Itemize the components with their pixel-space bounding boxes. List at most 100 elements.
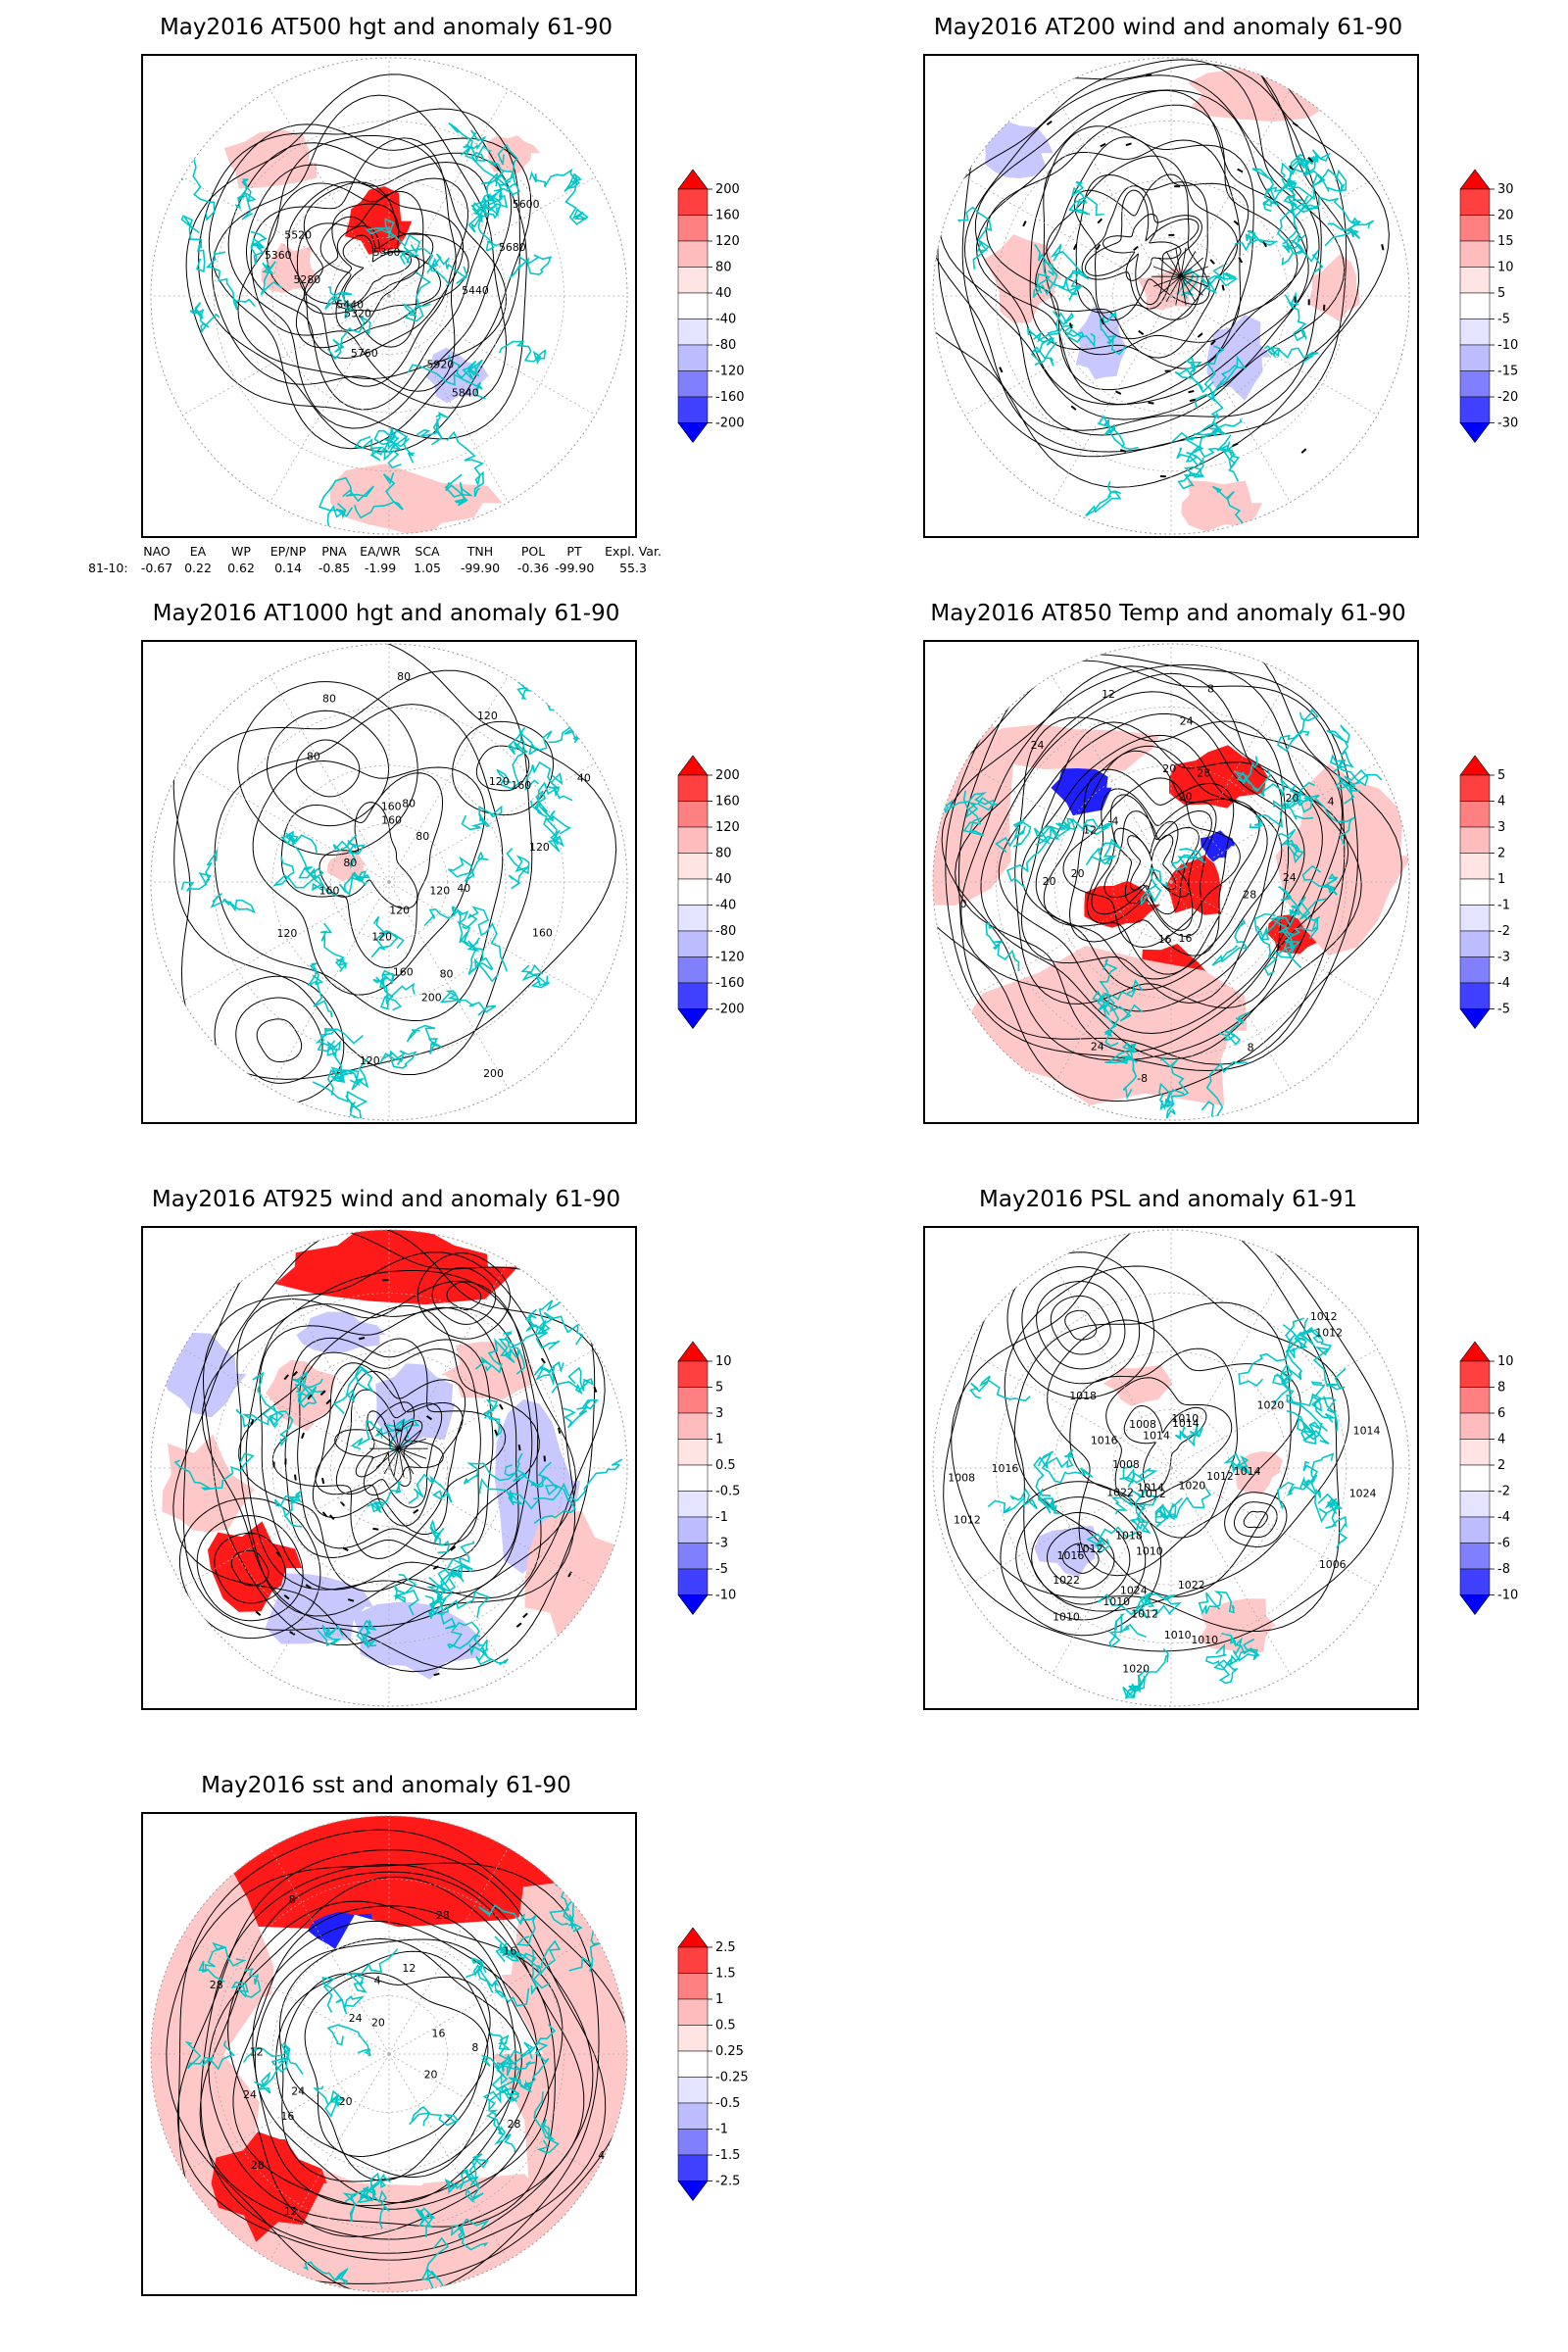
contour-label: 1012 [1310, 1310, 1338, 1323]
coastline [230, 1968, 262, 1998]
contour-line [1069, 1348, 1238, 1539]
contour-line [232, 1905, 550, 2210]
colorbar-tick-label: -1.5 [715, 2148, 740, 2163]
anomaly-shading [425, 347, 490, 404]
streamline [398, 1447, 427, 1459]
coastline [1193, 355, 1247, 409]
coastline [1085, 838, 1122, 866]
contour-label: 5440 [336, 299, 364, 312]
contour-label: 24 [1031, 739, 1045, 752]
contour-line [335, 1389, 443, 1508]
contour-line [1086, 788, 1217, 937]
contour-label: 120 [277, 927, 298, 940]
contour-line [955, 672, 1349, 1053]
anomaly-shading [1075, 306, 1128, 380]
anomaly-shading [1102, 1365, 1173, 1406]
coastline [1272, 793, 1355, 847]
contour-line [259, 1306, 519, 1591]
contour-line [303, 203, 441, 315]
coastline [499, 340, 547, 366]
contour-label: 16 [432, 2027, 446, 2039]
contour-line [1043, 139, 1242, 356]
colorbar-tick-label: 1.5 [715, 1967, 736, 1982]
colorbar-tick-label: 6 [1497, 1406, 1505, 1421]
colorbar-tick-label: 4 [1497, 795, 1505, 809]
streamline [1180, 247, 1187, 277]
contour-line [176, 1849, 607, 2261]
meridian-line [182, 1348, 390, 1469]
colorbar-svg: 10 8 6 4 2 -2 -4 -6 -8 -10 [1459, 1341, 1518, 1615]
coastline [205, 251, 256, 311]
contour-line [235, 997, 323, 1084]
coastline [533, 1458, 623, 1502]
coastline [1273, 930, 1302, 969]
colorbar-tick-label: -1 [715, 1510, 728, 1525]
contour-label: 24 [349, 2012, 363, 2025]
contour-line [227, 142, 513, 429]
contour-label: 1014 [1143, 1429, 1170, 1442]
meridian-line [388, 1467, 596, 1588]
coastline [326, 2024, 371, 2057]
coastline [1033, 1448, 1074, 1496]
contour-line [237, 681, 418, 856]
colorbar-tick-label: 80 [715, 847, 732, 861]
index-value: 0.62 [227, 561, 255, 575]
colorbar-bottom-arrow [677, 1594, 709, 1615]
meridian-line [1170, 295, 1291, 503]
streamline [1165, 251, 1182, 277]
coastline [498, 1338, 526, 1375]
coastline [1324, 1498, 1348, 1549]
wind-arrow [1022, 220, 1027, 227]
colorbar-segment [1459, 982, 1491, 1009]
colorbar-segment [677, 1516, 709, 1544]
meridian-line [1170, 1467, 1291, 1675]
contour-line [1035, 745, 1268, 980]
map-boundary-circle [150, 57, 628, 535]
colorbar-tick-label: -5 [1497, 313, 1510, 327]
contour-label: 160 [319, 884, 340, 897]
meridian-line [1170, 1467, 1378, 1588]
colorbar-segment [1459, 188, 1491, 216]
coastline [1329, 754, 1369, 793]
contour-line [431, 1266, 497, 1325]
contour-label: 24 [1283, 871, 1297, 884]
contour-label: 1016 [1091, 1435, 1118, 1447]
map-layer [932, 57, 1390, 535]
contour-label: 1008 [1129, 1418, 1156, 1431]
anomaly-shading [1034, 1525, 1103, 1578]
coastline [1129, 1492, 1152, 1535]
coastline [235, 1404, 279, 1429]
coastline [1211, 918, 1249, 966]
coastline [403, 270, 432, 322]
colorbar-tick-label: 0.5 [715, 2019, 736, 2034]
streamline [1152, 275, 1182, 287]
streamline [398, 1423, 415, 1449]
coastline [463, 1462, 517, 1485]
coastline [1177, 458, 1204, 490]
contour-label: 5320 [344, 307, 371, 319]
colorbar-segment [677, 1360, 709, 1388]
colorbar-tick-label: 120 [715, 820, 740, 835]
coastline [563, 1398, 599, 1429]
wind-arrow [325, 1398, 332, 1405]
coastline [439, 990, 497, 1016]
coastline [451, 2218, 490, 2251]
coastline [294, 1378, 323, 1408]
wind-arrow [328, 1514, 335, 1521]
coastline [1238, 1323, 1307, 1387]
contour-label: 120 [429, 884, 450, 897]
colorbar-bottom-arrow [677, 422, 709, 443]
coastline [373, 427, 411, 451]
colorbar-segment [1459, 774, 1491, 802]
coastline [1098, 415, 1139, 451]
colorbar-segment [677, 1543, 709, 1570]
coastline [468, 1639, 509, 1666]
colorbar-tick-label: 3 [1497, 820, 1505, 835]
colorbar-tick-label: 2 [1497, 1458, 1505, 1473]
coastline [437, 1541, 475, 1592]
coastline [303, 2261, 349, 2286]
contour-label: 40 [577, 772, 591, 785]
colorbar-segment [677, 240, 709, 268]
meridian-line [1170, 675, 1291, 883]
colorbar-tick-label: 2 [1497, 847, 1505, 861]
